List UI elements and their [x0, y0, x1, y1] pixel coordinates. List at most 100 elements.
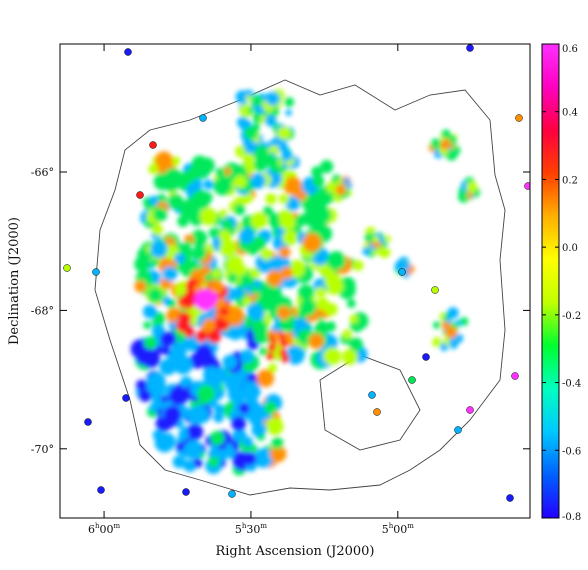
map-point: [92, 268, 100, 276]
map-blob: [251, 94, 263, 107]
map-blob: [242, 297, 252, 307]
map-blob: [162, 296, 171, 306]
map-blob: [186, 261, 197, 272]
map-blob: [231, 416, 247, 432]
colorbar-tick-label: -0.2: [562, 311, 581, 322]
map-blob: [162, 266, 178, 282]
map-blob: [262, 153, 276, 167]
map-point-layer: [63, 44, 530, 502]
map-blob: [432, 337, 442, 348]
map-blob: [208, 456, 220, 468]
map-blob: [316, 297, 330, 311]
map-blob: [203, 179, 214, 190]
map-point: [408, 376, 416, 384]
map-blob: [312, 205, 332, 225]
map-blob: [335, 184, 346, 196]
map-blob: [449, 340, 458, 349]
map-blob: [277, 126, 291, 140]
map-blob: [307, 194, 320, 207]
map-point: [506, 494, 514, 502]
map-blob: [250, 212, 268, 230]
map-blob: [272, 331, 281, 340]
map-blob: [326, 182, 338, 194]
colorbar-tick-label: 0.4: [562, 108, 578, 119]
y-axis-ticks: -66° -68° -70°: [31, 166, 530, 456]
map-blob: [247, 107, 254, 115]
map-blob: [195, 330, 208, 343]
map-blob: [285, 345, 305, 365]
colorbar-fill: [541, 43, 560, 519]
map-blob: [184, 327, 195, 338]
map-blob: [218, 209, 228, 219]
map-point: [124, 48, 132, 56]
map-blob: [233, 175, 247, 189]
map-blob: [163, 405, 182, 424]
map-blob: [218, 230, 232, 243]
map-blob: [297, 309, 308, 320]
map-blob: [187, 406, 206, 425]
map-blob: [254, 448, 274, 468]
map-blob: [466, 181, 478, 193]
map-blob: [163, 167, 182, 186]
map-blob: [266, 270, 284, 287]
map-point: [454, 426, 462, 434]
map-blob: [308, 333, 324, 349]
map-blob: [445, 326, 458, 339]
x-tick-label: 5h30m: [235, 522, 268, 536]
map-blob: [279, 246, 291, 259]
map-blob: [150, 240, 168, 258]
map-blob: [180, 312, 192, 323]
map-blob: [250, 285, 260, 295]
map-blob: [244, 126, 258, 141]
map-blob: [312, 175, 325, 188]
map-blob: [338, 276, 356, 294]
map-blob: [264, 114, 277, 127]
map-blob: [148, 382, 159, 393]
map-blob: [173, 355, 193, 375]
map-point: [524, 182, 530, 190]
map-blob: [160, 331, 176, 347]
map-blob: [324, 272, 342, 291]
map-blob: [143, 336, 158, 350]
colorbar: 0.6 0.4 0.2 0.0 -0.2 -0.4 -0.6 -0.8: [541, 43, 581, 523]
map-blobs: [63, 44, 530, 502]
map-point: [182, 488, 190, 496]
map-blob: [249, 173, 266, 189]
map-blob: [199, 207, 218, 226]
map-blob: [259, 347, 268, 356]
map-blob: [311, 166, 323, 178]
map-point: [122, 394, 130, 402]
map-blob: [268, 343, 277, 352]
map-blob: [149, 270, 162, 283]
map-blob: [212, 317, 227, 332]
map-point: [398, 268, 406, 276]
map-blob: [213, 412, 224, 423]
map-blob: [264, 401, 278, 415]
map-blob: [143, 321, 152, 330]
map-blob: [224, 374, 243, 393]
map-blob: [285, 109, 292, 116]
map-blob: [134, 280, 147, 293]
map-blob: [219, 239, 237, 258]
map-blob: [152, 207, 168, 222]
y-tick-label: -70°: [31, 443, 54, 456]
map-blob: [461, 191, 469, 199]
map-blob: [233, 203, 246, 216]
map-blob: [237, 116, 249, 129]
map-blob: [139, 389, 152, 402]
colorbar-tick-label: 0.6: [562, 44, 578, 55]
map-blob: [265, 193, 277, 205]
map-blob: [260, 248, 273, 261]
colorbar-tick-label: 0.0: [562, 243, 578, 254]
map-blob: [315, 286, 326, 298]
map-blob: [244, 159, 253, 168]
map-blob: [141, 348, 161, 369]
map-blob: [215, 167, 226, 178]
map-blob: [142, 304, 157, 319]
map-point: [466, 44, 474, 52]
map-blob: [206, 292, 218, 304]
intensity-map: [63, 44, 530, 502]
map-blob: [201, 265, 211, 275]
map-blob: [440, 140, 450, 151]
map-blob: [313, 219, 327, 234]
